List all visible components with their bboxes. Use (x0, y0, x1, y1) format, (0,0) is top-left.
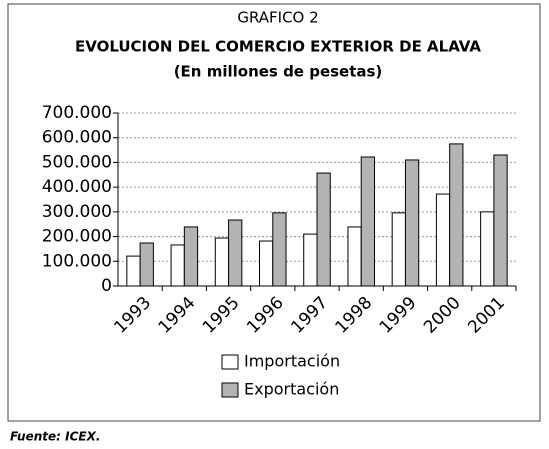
y-tick-label: 100.000 (42, 251, 112, 271)
y-tick-label: 500.000 (42, 152, 112, 172)
y-tick-label: 0 (101, 276, 112, 296)
y-tick-label: 700.000 (42, 103, 112, 123)
legend-swatch (221, 382, 239, 398)
legend-label: Exportación (244, 380, 339, 399)
bar (139, 242, 154, 287)
bar (360, 156, 375, 287)
bar (435, 193, 451, 287)
y-tick-label: 300.000 (42, 202, 112, 222)
y-tick-label: 600.000 (42, 128, 112, 148)
chart-supertitle: GRAFICO 2 (237, 9, 318, 27)
bar (259, 240, 274, 287)
bar (170, 244, 185, 287)
bar (214, 237, 230, 287)
bar (449, 143, 464, 287)
bar (272, 212, 287, 287)
bar (316, 172, 331, 287)
bar (303, 233, 318, 287)
legend-label: Importación (244, 352, 340, 371)
bar (404, 159, 420, 287)
bar (347, 226, 362, 287)
chart-title: EVOLUCION DEL COMERCIO EXTERIOR DE ALAVA (75, 38, 481, 56)
y-tick-label: 400.000 (42, 177, 112, 197)
bar (183, 226, 199, 287)
bar (493, 154, 508, 287)
bar (126, 255, 141, 287)
legend-swatch (221, 354, 239, 370)
bar (228, 219, 243, 287)
y-tick-label: 200.000 (42, 227, 112, 247)
chart-subtitle: (En millones de pesetas) (174, 63, 383, 81)
bar (480, 211, 495, 287)
source-note: Fuente: ICEX. (10, 430, 100, 444)
bar (391, 212, 406, 287)
